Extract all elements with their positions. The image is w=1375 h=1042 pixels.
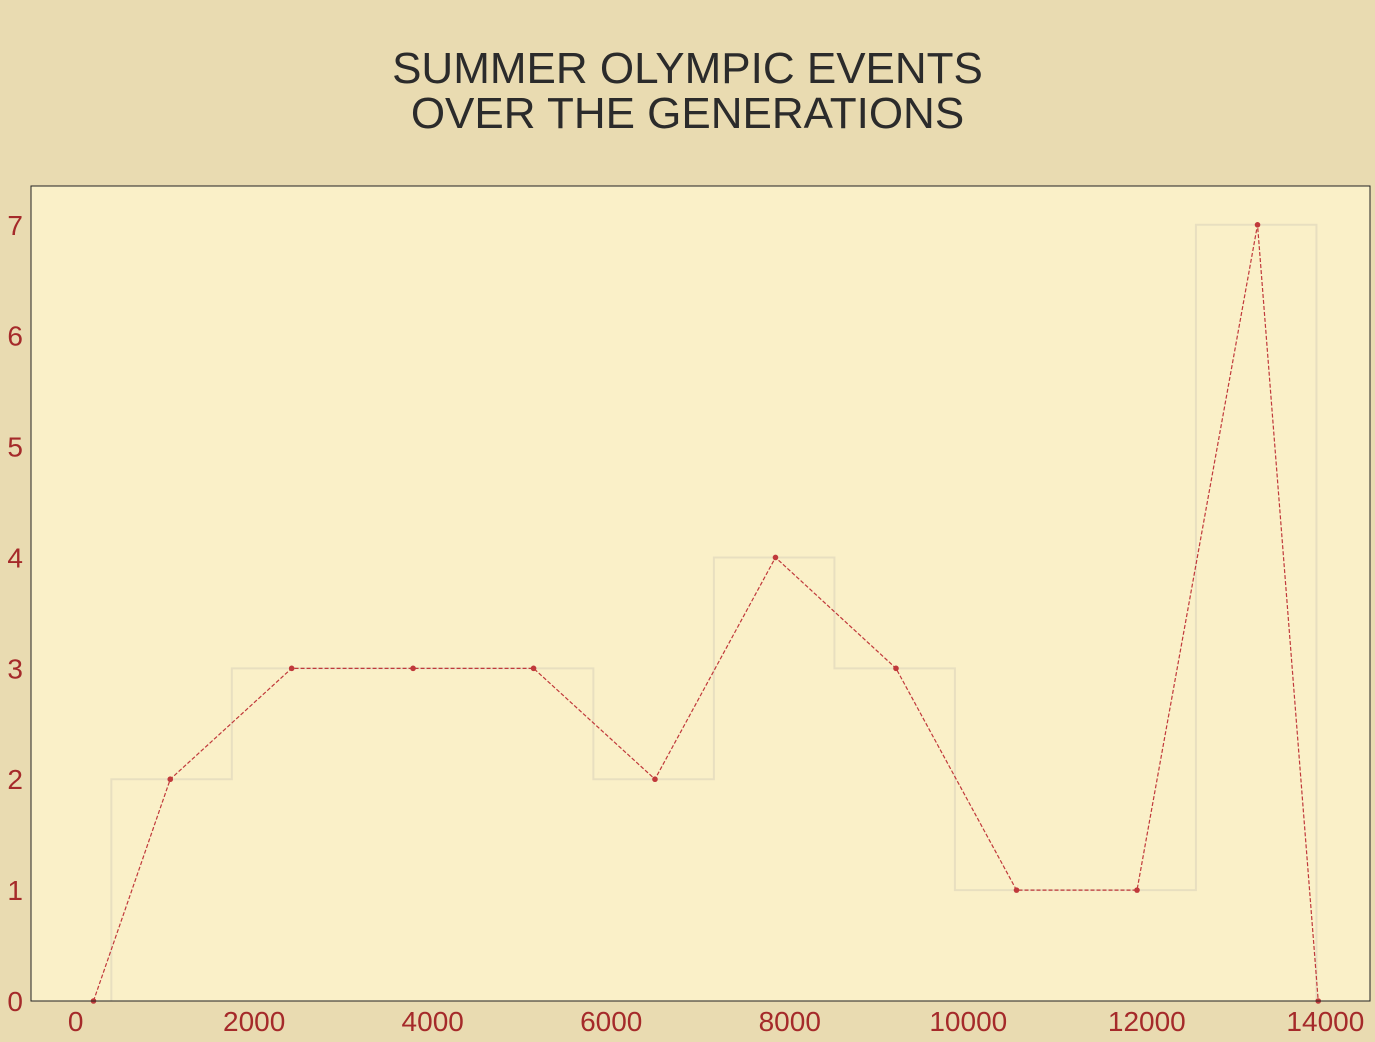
series-line (92, 224, 1319, 1002)
data-point (530, 665, 537, 672)
data-point (1013, 887, 1020, 893)
step-outline (110, 223, 1318, 1001)
data-point (652, 776, 658, 783)
y-tick-label: 4 (7, 542, 23, 573)
data-point (167, 776, 174, 783)
chart-title: SUMMER OLYMPIC EVENTS OVER THE GENERATIO… (0, 46, 1375, 136)
chart-title-line-1: SUMMER OLYMPIC EVENTS (392, 44, 983, 93)
y-tick-label: 6 (7, 321, 23, 352)
x-tick-label: 6000 (580, 1006, 642, 1037)
chart-title-line-2: OVER THE GENERATIONS (410, 89, 965, 138)
plot-area (31, 186, 1370, 1001)
data-point (772, 554, 779, 561)
y-tick-label: 7 (7, 210, 23, 241)
x-tick-label: 0 (68, 1006, 84, 1037)
data-point (1134, 887, 1140, 893)
y-tick-label: 0 (7, 986, 23, 1017)
x-tick-label: 12000 (1108, 1006, 1186, 1037)
y-tick-label: 1 (7, 875, 23, 906)
series-line-layer (92, 224, 1319, 1002)
data-point (410, 665, 416, 672)
step-outline-layer (110, 223, 1318, 1001)
x-tick-label: 8000 (759, 1006, 821, 1037)
data-point (288, 665, 295, 672)
x-axis-ticks: 0 2000 4000 6000 8000 10000 12000 14000 (68, 1006, 1364, 1037)
y-tick-label: 5 (7, 432, 23, 463)
data-point (893, 665, 899, 672)
x-tick-label: 10000 (929, 1006, 1007, 1037)
x-tick-label: 2000 (223, 1006, 285, 1037)
y-tick-label: 2 (7, 764, 23, 795)
y-tick-label: 3 (7, 653, 23, 684)
data-point (1254, 222, 1261, 228)
plot-frame (30, 185, 1371, 1002)
x-tick-label: 4000 (402, 1006, 464, 1037)
x-tick-label: 14000 (1286, 1006, 1364, 1037)
y-axis-ticks: 0 1 2 3 4 5 6 7 (7, 210, 23, 1017)
data-point-layer (90, 222, 1322, 1004)
